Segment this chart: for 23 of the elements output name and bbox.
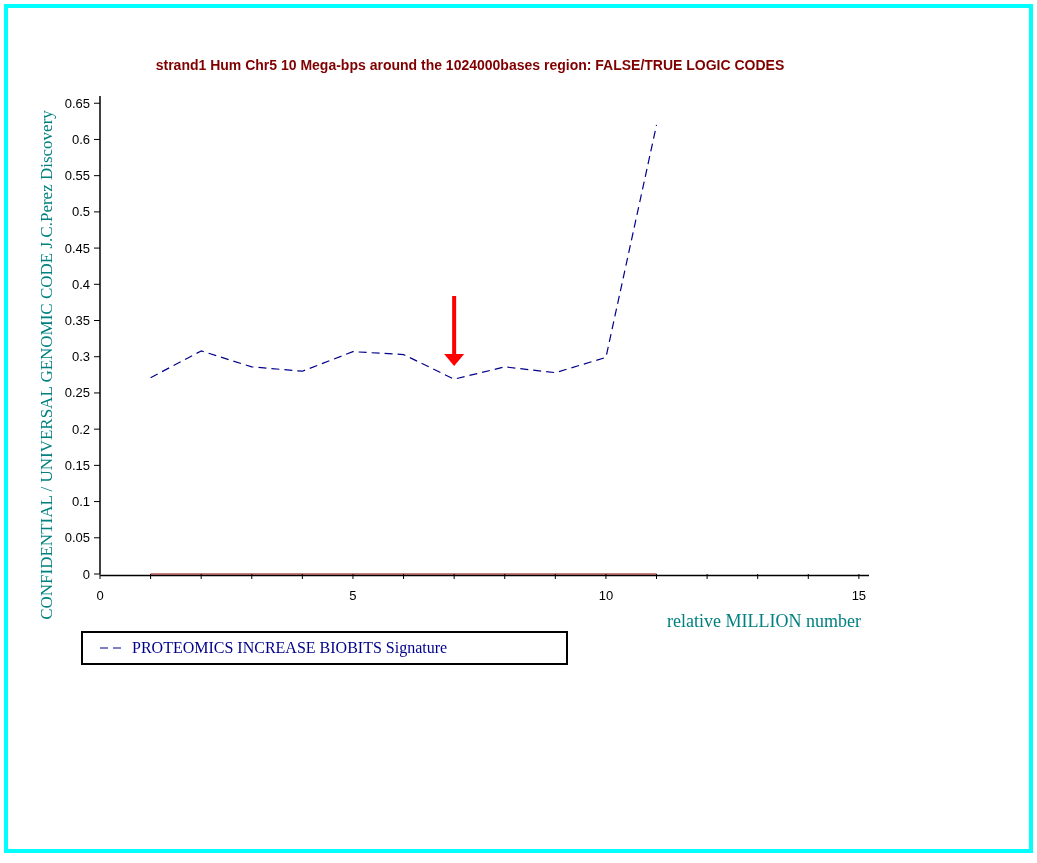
chart-title: strand1 Hum Chr5 10 Mega-bps around the 1024000bases region: FALSE/TRUE LOGIC CODES [155, 57, 785, 73]
legend-label: PROTEOMICS INCREASE BIOBITS Signature [132, 639, 448, 657]
line-series [149, 124, 658, 380]
y-tick-label: 0.3 [71, 349, 90, 365]
x-tick-label: 0 [96, 588, 104, 603]
y-axis-title: CONFIDENTIAL / UNIVERSAL GENOMIC CODE J.C.Perez Discovery [37, 109, 56, 620]
y-tick-label: 0 [82, 566, 90, 582]
y-tick-label: 0.4 [71, 276, 90, 292]
y-tick-label: 0.15 [64, 457, 90, 473]
x-tick-label: 15 [851, 588, 867, 603]
y-tick-label: 0.65 [64, 95, 90, 111]
x-tick-label: 5 [349, 588, 357, 603]
y-tick-label: 0.1 [71, 494, 90, 510]
y-tick-label: 0.5 [71, 204, 90, 220]
y-tick-label: 0.6 [71, 132, 90, 147]
y-tick-label: 0.45 [64, 240, 90, 256]
x-axis-title: relative MILLION number [667, 611, 861, 631]
x-tick-label: 10 [598, 588, 614, 603]
y-tick-label: 0.25 [64, 385, 90, 401]
y-tick-label: 0.55 [64, 168, 90, 184]
y-tick-label: 0.2 [71, 421, 90, 437]
y-tick-label: 0.05 [64, 530, 90, 546]
y-tick-label: 0.35 [64, 313, 90, 329]
